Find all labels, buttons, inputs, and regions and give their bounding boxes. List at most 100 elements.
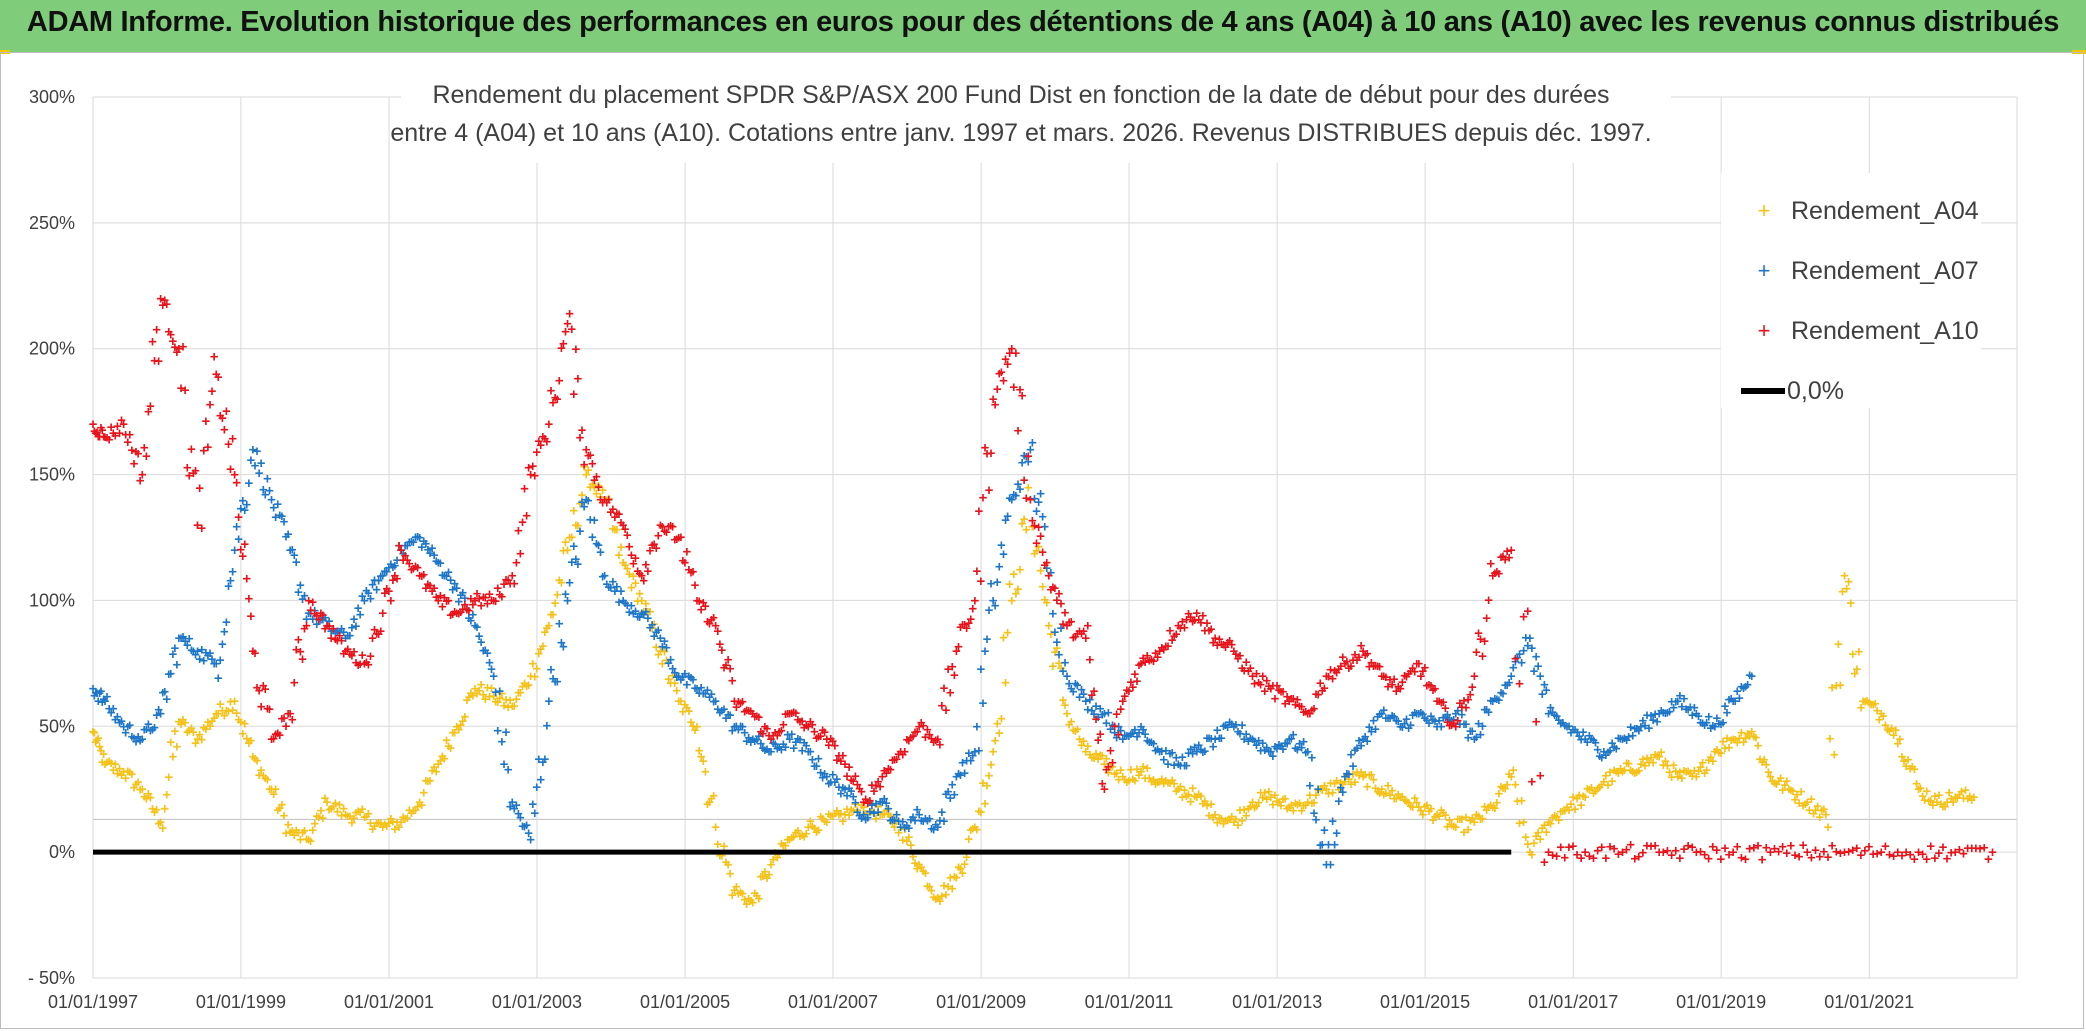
data-point: + — [1324, 837, 1333, 854]
data-point: + — [602, 492, 611, 509]
data-point: + — [522, 678, 531, 695]
data-point: + — [493, 580, 502, 597]
data-point: + — [1583, 734, 1592, 751]
data-point: + — [1176, 758, 1185, 775]
data-point: + — [1186, 609, 1195, 626]
data-point: + — [915, 857, 924, 874]
data-point: + — [1104, 705, 1113, 722]
data-point: + — [1262, 672, 1271, 689]
data-point: + — [1548, 809, 1557, 826]
data-point: + — [830, 806, 839, 823]
data-point: + — [1795, 849, 1804, 866]
data-point: + — [720, 838, 729, 855]
data-point: + — [1116, 723, 1125, 740]
data-point: + — [1943, 851, 1952, 868]
data-point: + — [1110, 718, 1119, 735]
data-point: + — [1729, 693, 1738, 710]
data-point: + — [1254, 733, 1263, 750]
data-point: + — [1645, 755, 1654, 772]
data-point: + — [724, 651, 733, 668]
data-point: + — [900, 819, 909, 836]
data-point: + — [1431, 713, 1440, 730]
data-point: + — [1124, 772, 1133, 789]
data-point: + — [403, 810, 412, 827]
data-point: + — [1694, 763, 1703, 780]
data-point: + — [1412, 655, 1421, 672]
data-point: + — [870, 783, 879, 800]
data-point: + — [652, 540, 661, 557]
data-point: + — [271, 726, 280, 743]
data-point: + — [1632, 721, 1641, 738]
y-tick-label: 300% — [29, 87, 75, 107]
data-point: + — [405, 534, 414, 551]
data-point: + — [987, 576, 996, 593]
data-point: + — [1873, 845, 1882, 862]
data-point: + — [1560, 849, 1569, 866]
data-point: + — [718, 642, 727, 659]
data-point: + — [888, 815, 897, 832]
data-point: + — [520, 481, 529, 498]
data-point: + — [968, 600, 977, 617]
data-point: + — [195, 651, 204, 668]
data-point: + — [1480, 799, 1489, 816]
data-point: + — [253, 443, 262, 460]
data-point: + — [1741, 678, 1750, 695]
data-point: + — [931, 817, 940, 834]
data-point: + — [1215, 730, 1224, 747]
data-point: + — [1702, 714, 1711, 731]
data-point: + — [779, 717, 788, 734]
data-point: + — [615, 594, 624, 611]
data-point: + — [1065, 676, 1074, 693]
data-point: + — [1392, 712, 1401, 729]
data-point: + — [1425, 715, 1434, 732]
data-point: + — [1345, 771, 1354, 788]
data-point: + — [1702, 762, 1711, 779]
data-point: + — [1236, 648, 1245, 665]
data-point: + — [368, 577, 377, 594]
data-point: + — [1488, 693, 1497, 710]
data-point: + — [214, 369, 223, 386]
data-point: + — [1542, 824, 1551, 841]
data-point: + — [1275, 737, 1284, 754]
data-point: + — [773, 727, 782, 744]
data-point: + — [1528, 773, 1537, 790]
data-point: + — [516, 546, 525, 563]
data-point: + — [1209, 634, 1218, 651]
data-point: + — [1599, 774, 1608, 791]
data-point: + — [1094, 751, 1103, 768]
data-point: + — [286, 706, 295, 723]
data-point: + — [115, 761, 124, 778]
data-point: + — [658, 519, 667, 536]
data-point: + — [530, 669, 539, 686]
data-point: + — [1085, 692, 1094, 709]
data-point: + — [1205, 807, 1214, 824]
data-point: + — [627, 598, 636, 615]
data-point: + — [341, 806, 350, 823]
x-tick-label: 01/01/2009 — [936, 992, 1026, 1012]
data-point: + — [1106, 759, 1115, 776]
data-point: + — [882, 765, 891, 782]
data-point: + — [1258, 668, 1267, 685]
data-point: + — [740, 892, 749, 909]
data-point: + — [1293, 797, 1302, 814]
data-point: + — [164, 666, 173, 683]
data-point: + — [1462, 699, 1471, 716]
data-point: + — [477, 634, 486, 651]
data-point: + — [1279, 684, 1288, 701]
data-point: + — [173, 344, 182, 361]
data-point: + — [942, 786, 951, 803]
data-point: + — [389, 559, 398, 576]
data-point: + — [1490, 565, 1499, 582]
data-point: + — [1700, 847, 1709, 864]
data-point: + — [152, 322, 161, 339]
data-point: + — [105, 753, 114, 770]
data-point: + — [1645, 720, 1654, 737]
data-point: + — [1567, 725, 1576, 742]
data-point: + — [436, 555, 445, 572]
data-point: + — [343, 628, 352, 645]
data-point: + — [683, 677, 692, 694]
data-point: + — [259, 482, 268, 499]
data-point: + — [845, 759, 854, 776]
data-point: + — [140, 440, 149, 457]
data-point: + — [366, 815, 375, 832]
